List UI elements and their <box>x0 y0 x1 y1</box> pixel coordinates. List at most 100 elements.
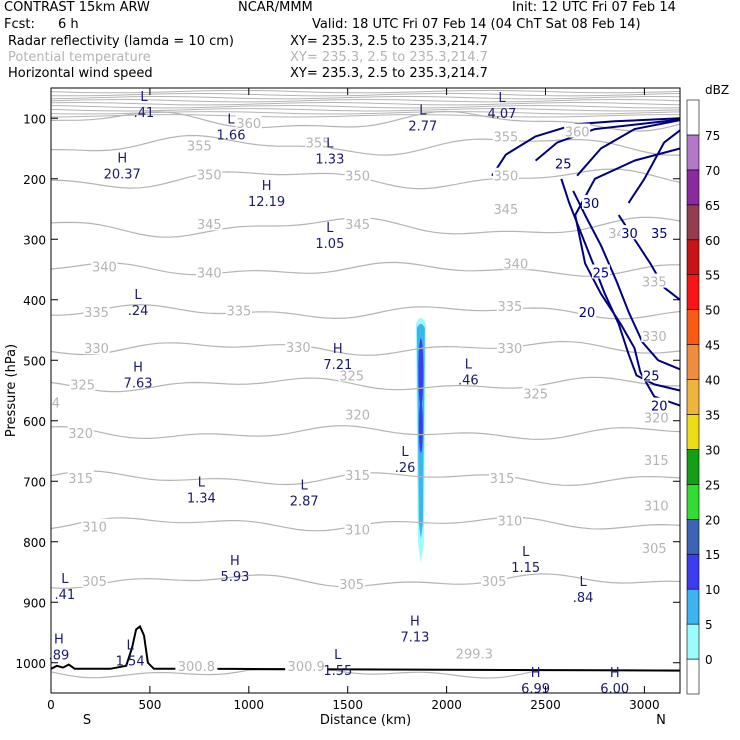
x-axis-label: Distance (km) <box>320 713 411 728</box>
y-tick-label: 100 <box>23 112 46 126</box>
theta-contour-upper <box>50 92 681 97</box>
theta-label-bg <box>83 303 110 318</box>
theta-label-bg <box>502 255 529 270</box>
theta-label-bg <box>81 518 108 533</box>
theta-label-bg <box>496 512 523 527</box>
wind-label: 25 <box>593 267 610 282</box>
theta-label: 330 <box>497 342 522 357</box>
y-tick-label: 700 <box>23 475 46 489</box>
theta-label-bg <box>67 470 94 485</box>
hl-marker-letter: L <box>334 648 342 663</box>
theta-label: 305 <box>482 575 507 590</box>
theta-label-bg <box>285 657 328 672</box>
x-tick-label: 3000 <box>629 698 660 712</box>
theta-label: 4 <box>52 397 60 412</box>
colorbar-level-label: 70 <box>705 164 720 178</box>
field-name-theta: Potential temperature <box>8 50 151 65</box>
hl-marker-letter: L <box>498 91 506 106</box>
colorbar-swatch <box>686 449 700 485</box>
theta-label-bg <box>50 394 61 409</box>
theta-label-bg <box>175 657 218 672</box>
theta-label: 340 <box>503 257 528 272</box>
colorbar-level-label: 55 <box>705 269 720 283</box>
wind-label: 20 <box>651 400 668 415</box>
theta-label-bg <box>492 201 519 215</box>
hl-marker-value: 1.54 <box>116 655 145 670</box>
hl-marker-value: 6.00 <box>600 682 629 697</box>
field-xy-reflectivity: XY= 235.3, 2.5 to 235.3,214.7 <box>290 34 488 49</box>
theta-label: 355 <box>494 130 519 145</box>
theta-contour-upper <box>50 96 681 100</box>
field-name-wind: Horizontal wind speed <box>8 66 153 81</box>
wind-contour-35 <box>576 119 681 177</box>
theta-label: 315 <box>345 469 370 484</box>
colorbar-level-label: 65 <box>705 199 720 213</box>
theta-label: 355 <box>187 139 212 154</box>
theta-contour-upper <box>50 104 681 109</box>
theta-label: 320 <box>68 427 93 442</box>
wind-label-bg <box>650 225 669 240</box>
theta-label-bg <box>522 385 549 400</box>
fcst-value: 6 h <box>58 17 79 32</box>
theta-contour-325 <box>50 376 681 393</box>
colorbar-level-label: 45 <box>705 339 720 353</box>
theta-contour-upper <box>50 101 681 106</box>
theta-label: 335 <box>642 276 667 291</box>
wind-label-bg <box>620 225 639 240</box>
hl-marker-value: 12.19 <box>248 195 285 210</box>
theta-label-bg <box>564 123 591 138</box>
theta-contour-340 <box>50 261 680 277</box>
theta-label: 345 <box>345 218 370 233</box>
theta-label-bg <box>338 367 365 382</box>
x-tick-label: 2000 <box>431 698 462 712</box>
init-time: Init: 12 UTC Fri 07 Feb 14 <box>512 0 676 15</box>
theta-label: 330 <box>286 341 311 356</box>
hl-marker-letter: H <box>54 633 64 648</box>
theta-label-bg <box>338 576 365 591</box>
wind-label: 25 <box>643 369 660 384</box>
theta-label: 335 <box>497 300 522 315</box>
colorbar-swatch <box>686 623 700 660</box>
hl-marker-letter: L <box>522 545 530 560</box>
y-tick-label: 600 <box>23 415 46 429</box>
y-tick-label: 500 <box>23 354 46 368</box>
theta-label: 345 <box>197 218 222 233</box>
hl-marker-letter: H <box>262 179 272 194</box>
hl-marker-letter: H <box>410 614 420 629</box>
hl-marker-value: 7.13 <box>400 630 429 645</box>
terrain-layer <box>50 624 681 672</box>
theta-label-bg <box>91 258 118 273</box>
wind-label: 25 <box>555 158 572 173</box>
center-title: NCAR/MMM <box>238 0 313 15</box>
wind-label-bg <box>554 155 573 170</box>
theta-label: 325 <box>523 388 548 403</box>
x-tick-label: 0 <box>47 698 55 712</box>
theta-label: 345 <box>494 203 519 218</box>
hl-marker-value: .46 <box>458 373 479 388</box>
theta-label: 310 <box>345 524 370 539</box>
theta-contour-360 <box>50 110 681 132</box>
wind-label: 20 <box>579 306 596 321</box>
field-name-reflectivity: Radar reflectivity (lamda = 10 cm) <box>8 34 234 49</box>
colorbar-swatch <box>686 169 700 206</box>
colorbar-level-label: 15 <box>705 548 720 562</box>
theta-contour-335 <box>51 304 681 320</box>
theta-label: 340 <box>197 267 222 282</box>
x-tick-label: 2500 <box>530 698 561 712</box>
wind-label-bg <box>650 397 669 412</box>
terrain-line <box>50 624 681 672</box>
hl-marker-value: 1.55 <box>323 664 352 679</box>
hl-marker-letter: H <box>230 554 240 569</box>
theta-label-bg <box>305 134 332 149</box>
theta-contour-upper <box>50 114 681 118</box>
theta-label-bg <box>641 273 668 288</box>
hl-marker-value: .24 <box>128 304 149 319</box>
hl-marker-letter: L <box>126 639 134 654</box>
hl-marker-letter: L <box>198 475 206 490</box>
reflectivity-15dbz <box>418 338 424 407</box>
hl-marker-letter: H <box>133 360 143 375</box>
colorbar-swatch <box>686 658 700 695</box>
theta-label-bg <box>488 470 515 485</box>
colorbar: 0 5 10 15 20 25 30 35 40 45 50 55 60 65 70 75 dBZ <box>686 83 729 695</box>
wind-label: 30 <box>583 197 600 212</box>
